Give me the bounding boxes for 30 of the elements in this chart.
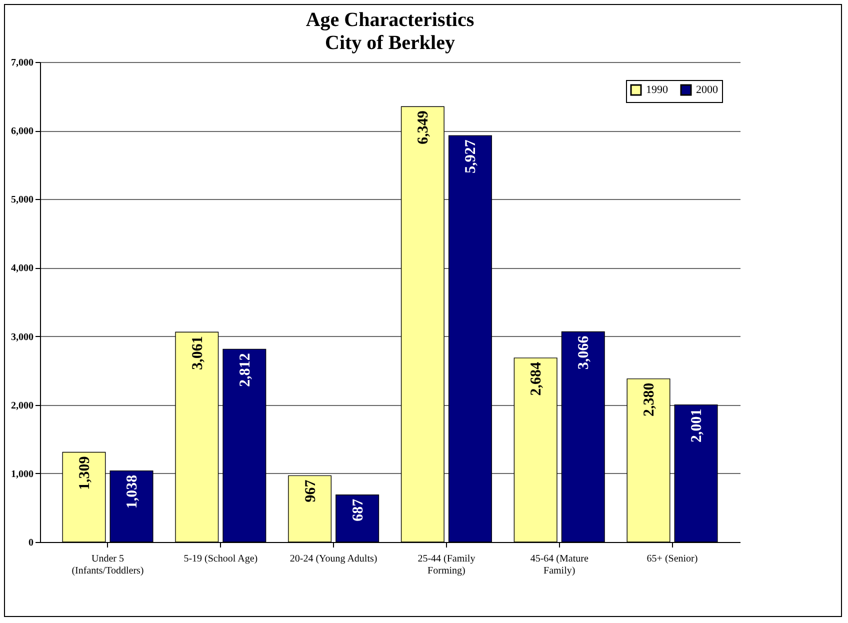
data-label: 3,066: [576, 335, 592, 370]
y-tick-label: 0: [28, 538, 34, 548]
data-label: 2,812: [237, 353, 254, 387]
x-tick-label: Under 5 (Infants/Toddlers): [72, 554, 144, 576]
x-tick-label: 25-44 (Family Forming): [418, 554, 476, 576]
y-tick-label: 4,000: [11, 263, 34, 274]
data-label: 1,038: [124, 474, 141, 509]
y-tick-label: 6,000: [11, 126, 34, 138]
legend-label: 2000: [696, 84, 718, 96]
y-tick-label: 7,000: [11, 58, 34, 68]
x-tick-label: 5-19 (School Age): [184, 554, 258, 564]
x-tick-label: 45-64 (Mature Family): [530, 554, 589, 576]
x-tick-label: 20-24 (Young Adults): [290, 554, 378, 564]
y-tick-label: 5,000: [11, 194, 34, 206]
data-label: 1,309: [76, 456, 93, 490]
data-label: 6,349: [416, 110, 432, 144]
chart-subtitle: City of Berkley: [325, 32, 455, 54]
data-label: 3,061: [190, 336, 206, 370]
data-label: 967: [302, 479, 319, 502]
data-label: 5,927: [463, 139, 480, 174]
y-tick-label: 2,000: [11, 400, 34, 412]
data-label: 2,001: [689, 408, 706, 443]
legend-label: 1990: [646, 84, 668, 96]
y-tick-label: 1,000: [11, 468, 34, 480]
y-tick-label: 3,000: [11, 332, 34, 343]
x-tick-label: 65+ (Senior): [646, 554, 698, 564]
data-label: 2,684: [528, 361, 545, 396]
data-label: 2,380: [641, 382, 658, 417]
chart-title: Age Characteristics: [306, 9, 474, 31]
data-label: 687: [350, 498, 366, 522]
